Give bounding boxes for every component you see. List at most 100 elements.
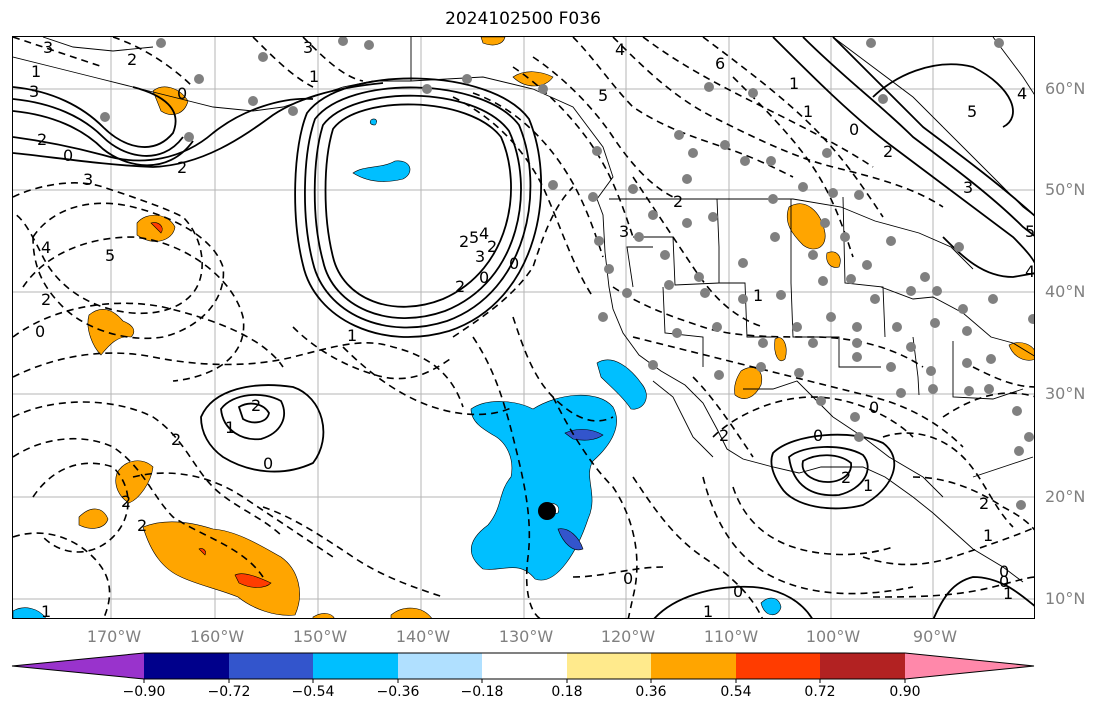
contour-label: 0 [999,572,1009,591]
storm-marker [538,502,556,520]
colorbar-tick-label: −0.36 [376,684,420,700]
station-dots [100,37,1034,510]
colorbar-segment [398,653,482,679]
colorbar-segment [313,653,398,679]
contour-label: 1 [983,526,993,545]
contour-label: 2 [177,158,187,177]
contour-label: 4 [1025,262,1035,281]
colorbar-segment [905,653,1034,679]
lat-label: 20°N [1045,487,1086,506]
contour-label: 4 [1017,84,1027,103]
colorbar-tick-label: 0.36 [635,684,667,700]
colorbar-tick-label: −0.72 [207,684,251,700]
contour-label: 1 [789,74,799,93]
colorbar-tick-label: 0.90 [889,684,921,700]
contour-label: 3 [83,170,93,189]
contour-label: 1 [753,286,763,305]
colorbar-tick-label: 0.72 [804,684,836,700]
dashed-contours [13,37,1034,618]
contour-label: 1 [347,326,357,345]
colorbar-ticks [143,679,906,683]
colorbar-segment [651,653,736,679]
lon-label: 140°W [395,627,451,646]
contour-label: 4 [479,224,489,243]
lon-label: 110°W [703,627,759,646]
contour-label: 5 [105,246,115,265]
contour-label: 1 [1003,584,1013,603]
contour-label: 6 [715,54,725,73]
colorbar-tick-label: −0.90 [122,684,166,700]
lat-label: 30°N [1045,384,1086,403]
contour-label: 1 [225,418,235,437]
map-title: 2024102500 F036 [445,9,601,29]
map-panel: 3 2 1 3 2 0 3 2 4 5 2 0 3 0 1 2 5 4 3 2 … [12,36,1035,619]
lon-label: 90°W [912,627,958,646]
colorbar [11,652,1035,683]
lon-label: 150°W [292,627,348,646]
colorbar-tick-label: 0.18 [551,684,583,700]
contour-label: 1 [703,602,713,619]
contour-label: 2 [41,290,51,309]
contour-label: 0 [509,254,519,273]
contour-label: 0 [263,454,273,473]
colorbar-segment [482,653,567,679]
map-svg: 3 2 1 3 2 0 3 2 4 5 2 0 3 0 1 2 5 4 3 2 … [13,37,1035,619]
contour-label: 3 [43,38,53,57]
contour-label: 2 [137,516,147,535]
shaded-anomalies [13,37,1034,618]
colorbar-tick-label: −0.18 [460,684,504,700]
contour-label: 0 [35,322,45,341]
contour-label: 1 [31,62,41,81]
contour-label: 3 [475,247,485,266]
lat-label: 60°N [1045,79,1086,98]
colorbar-segment [229,653,313,679]
contour-label: 5 [598,86,608,105]
contour-label: 3 [619,222,629,241]
lon-label: 170°W [86,627,142,646]
contour-label: 1 [41,602,51,619]
contour-label: 0 [813,426,823,445]
colorbar-segment [12,653,144,679]
contour-label: 2 [121,492,131,511]
lat-label: 10°N [1045,589,1086,608]
contour-label: 2 [459,232,469,251]
lon-label: 100°W [805,627,861,646]
colorbar-tick-label: 0.54 [720,684,752,700]
contour-label: 0 [999,562,1009,581]
contour-label: 2 [171,430,181,449]
contour-label: 1 [309,67,319,86]
contour-label: 3 [303,38,313,57]
contour-label: 2 [841,468,851,487]
contour-label: 0 [63,146,73,165]
lat-label: 40°N [1045,282,1086,301]
colorbar-segment [736,653,820,679]
colorbar-segment [567,653,651,679]
contour-label: 0 [479,268,489,287]
contour-label: 2 [251,396,261,415]
contour-label: 0 [849,120,859,139]
contour-label: 0 [733,582,743,601]
contour-label: 0 [869,398,879,417]
lat-label: 50°N [1045,180,1086,199]
contour-label: 4 [41,238,51,257]
contour-label: 0 [623,569,633,588]
contour-label: 3 [29,82,39,101]
contour-label: 3 [963,178,973,197]
contour-label: 2 [979,494,989,513]
contour-label: 2 [487,237,497,256]
contour-label: 2 [719,426,729,445]
contours [13,37,1034,618]
contour-label: 2 [883,142,893,161]
contour-label: 1 [803,102,813,121]
lon-label: 130°W [498,627,554,646]
lon-label: 160°W [189,627,245,646]
contour-label: 2 [673,192,683,211]
coastlines [13,37,1034,583]
contour-label: 0 [177,84,187,103]
contour-label: 5 [469,228,479,247]
contour-label: 2 [37,130,47,149]
contour-label: 5 [1025,222,1035,241]
lon-label: 120°W [600,627,656,646]
contour-label: 1 [863,476,873,495]
contour-label: 2 [455,277,465,296]
